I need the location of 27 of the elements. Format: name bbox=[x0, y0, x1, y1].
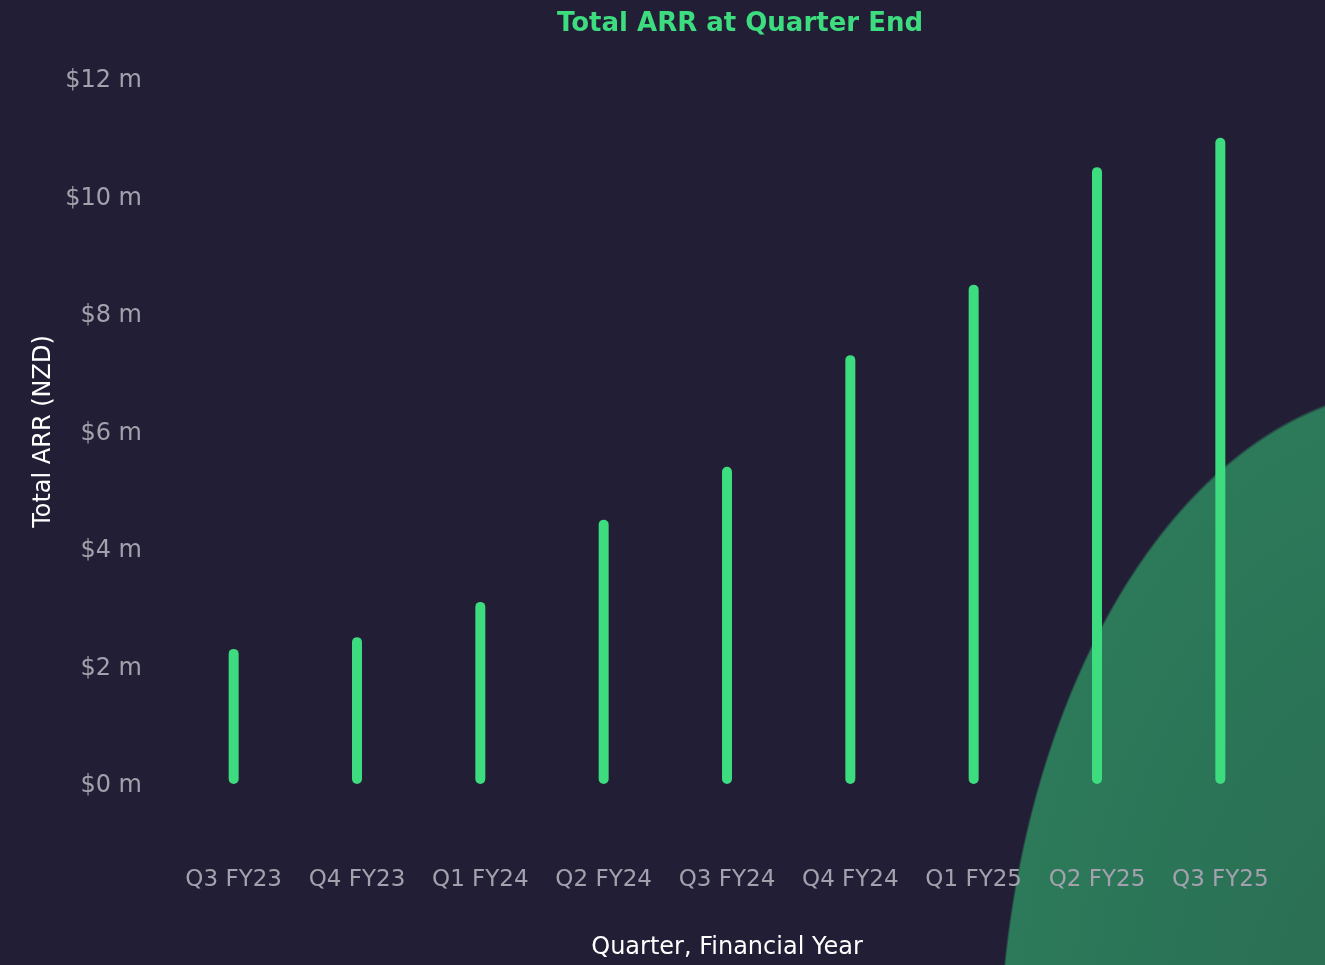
y-tick-label: $8 m bbox=[80, 300, 142, 328]
bar bbox=[352, 637, 362, 784]
chart-title: Total ARR at Quarter End bbox=[556, 7, 924, 37]
x-tick-label: Q3 FY23 bbox=[185, 864, 282, 891]
bar bbox=[845, 355, 856, 784]
bar bbox=[228, 648, 239, 784]
y-tick-label: $2 m bbox=[80, 652, 142, 681]
bar bbox=[598, 519, 609, 784]
y-tick-label: $12 m bbox=[65, 65, 142, 93]
x-tick-label: Q4 FY24 bbox=[802, 864, 899, 891]
y-tick-label: $6 m bbox=[80, 417, 142, 446]
y-tick-label: $4 m bbox=[80, 535, 142, 563]
x-axis-title: Quarter, Financial Year bbox=[591, 932, 863, 960]
x-tick-label: Q4 FY23 bbox=[308, 864, 406, 891]
y-axis-title: Total ARR (NZD) bbox=[28, 335, 57, 529]
bar bbox=[722, 466, 732, 784]
x-tick-label: Q2 FY25 bbox=[1048, 864, 1146, 891]
x-tick-label: Q1 FY24 bbox=[432, 864, 529, 891]
x-tick-label: Q3 FY24 bbox=[678, 864, 776, 891]
y-tick-label: $0 m bbox=[80, 770, 142, 798]
bar bbox=[475, 601, 486, 784]
bar bbox=[1215, 137, 1226, 784]
x-tick-label: Q3 FY25 bbox=[1172, 864, 1269, 891]
bar bbox=[1092, 167, 1102, 784]
y-tick-label: $10 m bbox=[65, 182, 142, 211]
x-tick-label: Q2 FY24 bbox=[555, 864, 652, 891]
bar bbox=[968, 284, 979, 784]
